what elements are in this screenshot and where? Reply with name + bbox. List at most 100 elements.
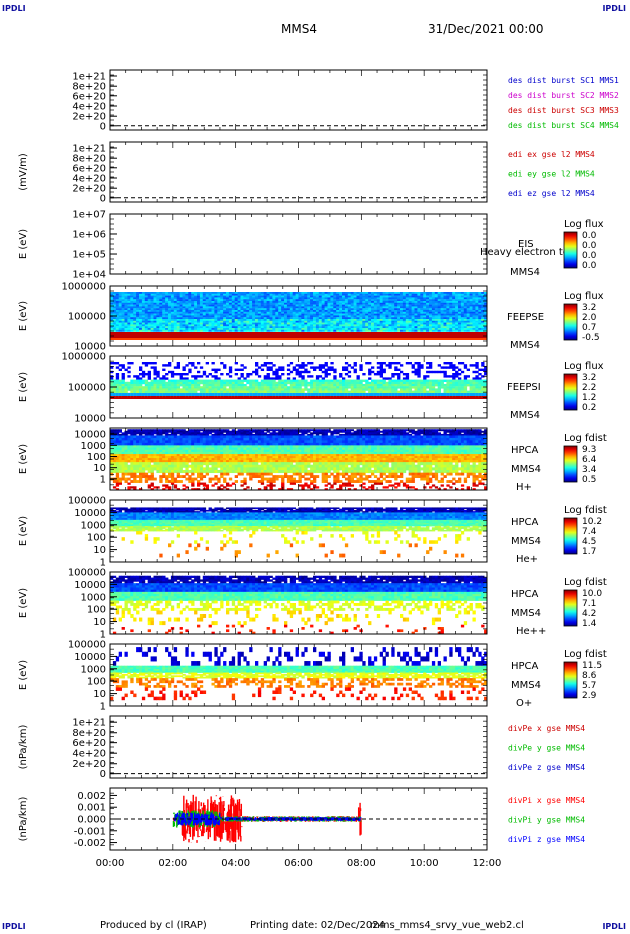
spectrogram-cell [388,292,392,294]
spectrogram-cell [144,381,149,385]
spectrogram-cell [417,362,421,365]
spectrogram-cell [411,313,415,316]
spectrogram-cell [437,326,441,329]
spectrogram-cell [347,326,352,329]
spectrogram-cell [260,301,265,303]
spectrogram-cell [194,319,198,321]
spectrogram-cell [463,329,468,332]
spectrogram-cell [118,299,122,302]
spectrogram-cell [139,390,143,393]
spectrogram-cell [153,315,157,318]
spectrogram-cell [275,324,279,327]
spectrogram-cell [452,304,456,307]
spectrogram-cell [199,381,204,385]
spectrogram-p5 [110,362,488,399]
spectrogram-cell [350,297,354,300]
spectrogram-cell [139,308,143,311]
spectrogram-cell [365,326,369,329]
spectrogram-cell [307,299,311,302]
spectrogram-cell [336,313,340,316]
spectrogram-cell [368,390,372,393]
spectrogram-cell [397,299,401,302]
spectrogram-cell [156,329,160,332]
spectrogram-cell [449,324,453,327]
spectrogram-cell [281,388,285,391]
spectrogram-cell [408,306,412,309]
spectrogram-cell [379,297,383,300]
spectrogram-cell [458,310,462,312]
spectrogram-cell [168,388,172,391]
spectrogram-cell [202,302,207,305]
spectrogram-cell [240,319,244,321]
spectrogram-cell [298,317,302,320]
spectrogram-cell [110,293,114,296]
spectrogram-cell [400,364,404,367]
spectrogram-cell [443,299,447,302]
spectrogram-cell [162,328,166,330]
spectrogram-cell [150,315,154,318]
spectrogram-cell [269,319,273,321]
spectrogram-cell [405,381,410,385]
spectrogram-cell [185,313,189,316]
spectrogram-cell [356,390,360,393]
spectrogram-cell [310,304,314,307]
spectrogram-cell [379,328,383,330]
spectrogram-cell [168,322,172,325]
spectrogram-cell [310,319,314,321]
spectrogram-cell [147,386,151,389]
spectrogram-cell [147,315,151,318]
spectrogram-cell [237,301,241,303]
spectrogram-cell [162,308,166,311]
spectrogram-cell [414,304,418,307]
spectrogram-cell [449,293,453,296]
spectrogram-cell [298,332,302,338]
spectrogram-cell [168,328,172,330]
spectrogram-cell [310,379,314,382]
spectrogram-cell [205,308,209,311]
spectrogram-cell [405,396,410,399]
spectrogram-cell [147,388,151,391]
spectrogram-cell [455,292,459,294]
spectrogram-cell [347,311,352,314]
spectrogram-cell [278,315,282,318]
spectrogram-cell [223,379,227,382]
spectrogram-cell [362,313,366,316]
spectrogram-cell [237,319,241,321]
spectrogram-cell [249,320,253,323]
spectrogram-cell [356,326,360,329]
spectrogram-cell [452,310,456,312]
spectrogram-cell [153,396,157,399]
spectrogram-cell [217,293,221,296]
spectrogram-cell [449,313,453,316]
spectrogram-cell [458,317,462,320]
spectrogram-cell [379,326,383,329]
spectrogram-cell [255,370,259,374]
spectrogram-cell [199,297,204,300]
spectrogram-cell [443,317,447,320]
spectrogram-cell [139,293,143,296]
y-tick-label: 4e+20 [72,174,106,185]
spectrogram-cell [115,366,120,369]
spectrogram-cell [376,379,381,382]
spectrogram-cell [388,324,392,327]
spectrogram-cell [400,322,404,325]
spectrogram-cell [188,326,192,329]
spectrogram-cell [437,322,441,325]
spectrogram-cell [292,366,296,369]
spectrogram-cell [376,396,381,399]
spectrogram-cell [382,320,386,323]
spectrogram-cell [446,381,450,385]
spectrogram-cell [185,297,189,300]
spectrogram-cell [237,338,241,340]
spectrogram-cell [373,328,378,330]
spectrogram-cell [139,301,143,303]
y-tick-label: 8e+20 [72,82,106,93]
spectrogram-cell [136,381,140,385]
spectrogram-cell [231,388,236,391]
spectrogram-cell [478,293,482,296]
spectrogram-cell [127,393,131,396]
spectrogram-cell [417,326,421,329]
spectrogram-cell [124,304,128,307]
spectrogram-cell [252,329,256,332]
spectrogram-cell [402,329,407,332]
